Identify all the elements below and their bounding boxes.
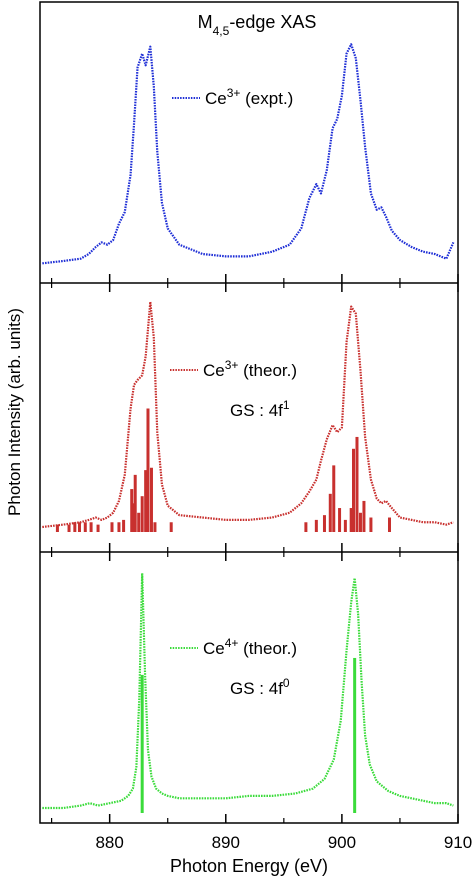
x-tick-label: 910 — [444, 833, 472, 852]
stick-bar — [362, 500, 366, 532]
legend-label-ce4-theor: Ce4+ (theor.) — [203, 636, 297, 658]
x-tick-label: 890 — [212, 833, 240, 852]
stick-bar — [338, 508, 342, 532]
stick-bar — [343, 519, 347, 532]
legend-label-ce3-expt: Ce3+ (expt.) — [205, 86, 293, 108]
stick-bar — [133, 474, 137, 532]
stick-bar — [369, 517, 373, 532]
stick-bar — [146, 408, 150, 532]
stick-bar — [77, 522, 81, 532]
stick-bar — [83, 522, 87, 532]
stick-bar — [137, 512, 141, 532]
x-ticks: 880 890 900 910 — [51, 274, 472, 852]
stick-bar — [169, 522, 173, 532]
stick-bar — [349, 508, 353, 532]
stick-bar — [117, 522, 121, 532]
stick-bar — [131, 503, 135, 532]
x-tick-label: 900 — [328, 833, 356, 852]
stick-bar — [328, 493, 332, 532]
panels — [42, 43, 455, 813]
stick-bar — [355, 436, 359, 532]
stick-bar — [140, 674, 144, 813]
ground-state-label-ce4: GS : 4f0 — [230, 676, 290, 698]
stick-bar — [110, 522, 114, 532]
series-line — [42, 300, 454, 529]
stick-bar — [322, 515, 326, 532]
y-axis-label: Photon Intensity (arb. units) — [5, 308, 24, 516]
x-axis-label: Photon Energy (eV) — [170, 856, 328, 876]
legend-ce4-theor: Ce4+ (theor.) GS : 4f0 — [170, 636, 297, 698]
stick-bar — [332, 465, 336, 532]
stick-bar — [144, 470, 148, 532]
stick-bar — [55, 524, 59, 532]
stick-bar — [96, 524, 100, 532]
ground-state-label-ce3: GS : 4f1 — [230, 398, 290, 420]
stick-bar — [314, 519, 318, 532]
stick-bar — [387, 517, 391, 532]
stick-bar — [304, 522, 308, 532]
legend-label-ce3-theor: Ce3+ (theor.) — [203, 358, 297, 380]
stick-bar — [140, 496, 144, 532]
stick-bar — [67, 524, 71, 532]
series-line — [42, 572, 454, 810]
plot-frame — [39, 1, 459, 824]
legend-ce3-theor: Ce3+ (theor.) GS : 4f1 — [170, 358, 297, 420]
stick-bar — [353, 657, 357, 813]
stick-bar — [122, 519, 126, 532]
series-line — [42, 43, 455, 265]
stick-bar — [149, 467, 153, 532]
stick-bar — [89, 522, 93, 532]
legend-ce3-expt: Ce3+ (expt.) — [172, 86, 293, 108]
stick-bar — [358, 512, 362, 532]
panel-3 — [42, 572, 454, 813]
stick-bar — [153, 522, 157, 532]
chart-title: M4,5-edge XAS — [198, 12, 317, 38]
panel-2 — [42, 300, 454, 532]
panel-1 — [42, 43, 455, 265]
x-tick-label: 880 — [95, 833, 123, 852]
stick-bar — [73, 522, 77, 532]
stick-bar — [352, 448, 355, 532]
